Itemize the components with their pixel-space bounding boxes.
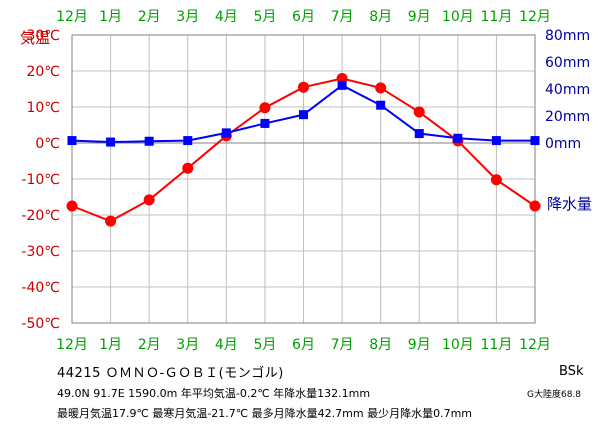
temperature-point	[490, 174, 502, 186]
month-label-bottom: 2月	[138, 337, 161, 353]
precipitation-point	[337, 80, 347, 90]
month-label-bottom: 11月	[481, 337, 513, 353]
month-label-bottom: 12月	[519, 337, 551, 353]
temperature-tick-label: 30℃	[26, 28, 60, 44]
month-label-top: 12月	[519, 9, 551, 25]
temperature-tick-label: -50℃	[21, 316, 60, 332]
precipitation-point	[106, 137, 116, 147]
top-month-labels: 12月 1月 2月 3月 4月 5月 6月 7月 8月 9月 10月 11月 12月	[56, 9, 551, 25]
month-label-top: 12月	[56, 9, 88, 25]
grid	[72, 35, 535, 323]
bottom-month-labels: 12月 1月 2月 3月 4月 5月 6月 7月 8月 9月 10月 11月 12月	[56, 337, 551, 353]
month-label-top: 4月	[215, 9, 238, 25]
precipitation-point	[453, 133, 463, 143]
temperature-point	[298, 81, 309, 93]
month-label-bottom: 3月	[176, 337, 199, 353]
temperature-tick-label: 20℃	[26, 64, 60, 80]
precipitation-tick-label: 20mm	[545, 109, 590, 125]
climate-code: BSk	[559, 364, 584, 379]
month-label-top: 1月	[99, 9, 122, 25]
temperature-tick-label: -40℃	[21, 280, 60, 296]
temperature-axis-label: 気温	[20, 29, 50, 47]
month-label-top: 9月	[408, 9, 431, 25]
month-label-top: 11月	[481, 9, 513, 25]
precipitation-point	[144, 136, 154, 146]
month-label-top: 6月	[292, 9, 315, 25]
precipitation-point	[376, 100, 386, 110]
plot-frame	[71, 34, 536, 324]
temperature-tick-label: -30℃	[21, 244, 60, 260]
temperature-point	[143, 194, 155, 206]
temperature-point	[529, 200, 541, 212]
precipitation-point	[67, 136, 77, 146]
month-label-bottom: 1月	[99, 337, 122, 353]
temperature-point	[375, 82, 387, 94]
temperature-point	[259, 102, 271, 114]
temperature-tick-label: 0℃	[35, 136, 60, 152]
precipitation-tick-label: 0mm	[545, 136, 581, 152]
continentality-note: G大陸度68.8	[527, 390, 582, 400]
month-label-bottom: 4月	[215, 337, 238, 353]
station-title: 44215 ＯＭＮＯ-ＧＯＢＩ(モンゴル)	[57, 366, 284, 381]
month-label-bottom: 7月	[331, 337, 354, 353]
series	[66, 73, 541, 227]
precipitation-point	[183, 136, 193, 146]
month-label-top: 3月	[176, 9, 199, 25]
temperature-axis: 30℃ 20℃ 10℃ 0℃ -10℃ -20℃ -30℃ -40℃ -50℃	[21, 28, 60, 332]
precipitation-tick-label: 40mm	[545, 82, 590, 98]
temperature-point	[66, 200, 78, 212]
precipitation-point	[530, 136, 540, 146]
precipitation-point	[299, 110, 308, 120]
temperature-tick-label: -20℃	[21, 208, 60, 224]
precipitation-axis: 80mm 60mm 40mm 20mm 0mm	[545, 28, 590, 152]
temperature-point	[182, 162, 194, 174]
temperature-point	[105, 215, 117, 227]
month-label-bottom: 12月	[56, 337, 88, 353]
precipitation-point	[221, 128, 231, 138]
month-label-top: 10月	[442, 9, 474, 25]
precipitation-point	[414, 129, 424, 139]
precipitation-tick-label: 60mm	[545, 55, 590, 71]
temperature-point	[413, 106, 425, 118]
month-label-bottom: 6月	[292, 337, 315, 353]
station-stats-line2: 最暖月気温17.9℃ 最寒月気温-21.7℃ 最多月降水量42.7mm 最少月降…	[57, 407, 472, 420]
precipitation-axis-label: 降水量	[547, 195, 592, 213]
precipitation-point	[260, 118, 270, 128]
station-stats-line1: 49.0N 91.7E 1590.0m 年平均気温-0.2℃ 年降水量132.1…	[57, 387, 371, 400]
month-label-top: 8月	[369, 9, 392, 25]
month-label-top: 2月	[138, 9, 161, 25]
month-label-bottom: 8月	[369, 337, 392, 353]
precipitation-point	[491, 136, 501, 146]
temperature-tick-label: -10℃	[21, 172, 60, 188]
month-label-bottom: 9月	[408, 337, 431, 353]
month-label-bottom: 10月	[442, 337, 474, 353]
month-label-top: 5月	[253, 9, 276, 25]
month-label-top: 7月	[331, 9, 354, 25]
month-label-bottom: 5月	[253, 337, 276, 353]
temperature-tick-label: 10℃	[26, 100, 60, 116]
precipitation-tick-label: 80mm	[545, 28, 590, 44]
